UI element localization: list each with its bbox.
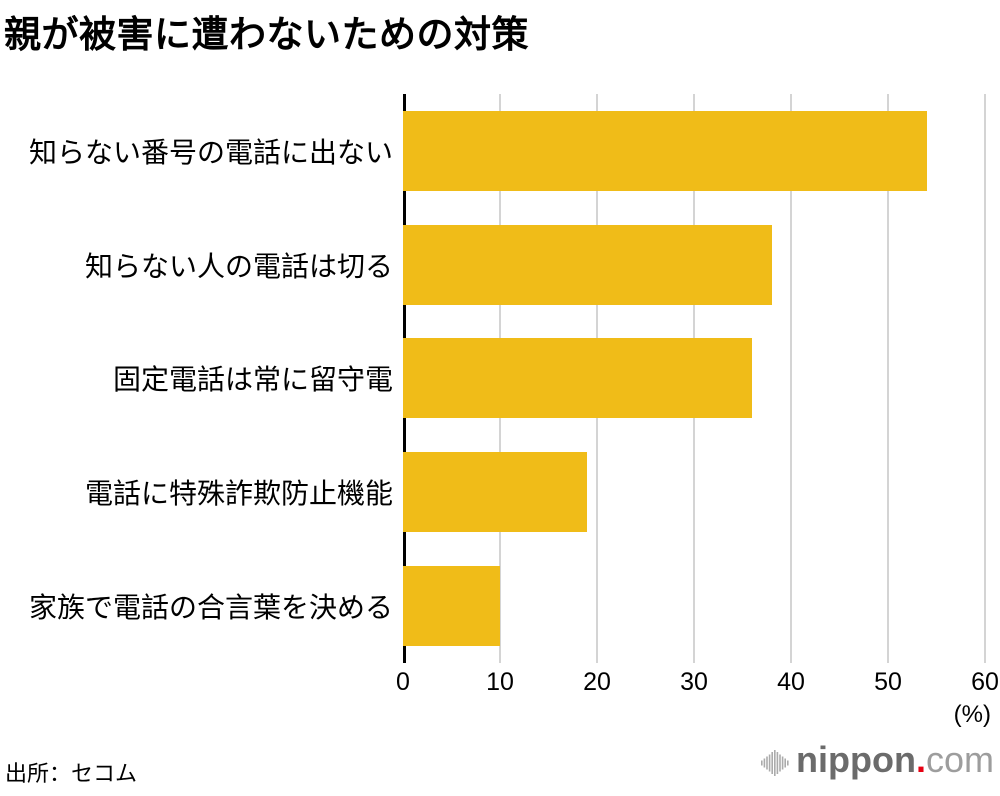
x-gridline <box>984 94 986 663</box>
x-axis-ticks: 0 10 20 30 40 50 60 <box>396 668 999 700</box>
soundwave-icon <box>761 750 789 776</box>
x-gridline <box>790 94 792 663</box>
x-gridline <box>887 94 889 663</box>
bar-track <box>403 94 985 208</box>
category-label: 電話に特殊詐欺防止機能 <box>84 478 393 510</box>
category-label: 知らない番号の電話に出ない <box>28 136 393 168</box>
x-tick-label: 60 <box>971 668 999 696</box>
logo-word-nippon: nippon <box>796 739 916 780</box>
chart-row: 家族で電話の合言葉を決める <box>0 549 985 663</box>
chart-row: 固定電話は常に留守電 <box>0 322 985 436</box>
source-label: 出所：セコム <box>5 761 138 786</box>
bar-track <box>403 208 985 322</box>
chart-rows: 知らない番号の電話に出ない知らない人の電話は切る固定電話は常に留守電電話に特殊詐… <box>0 94 985 663</box>
logo-dot: . <box>915 739 926 780</box>
chart-row: 電話に特殊詐欺防止機能 <box>0 435 985 549</box>
x-tick-label: 20 <box>583 668 611 696</box>
chart-row: 知らない人の電話は切る <box>0 208 985 322</box>
chart-row: 知らない番号の電話に出ない <box>0 94 985 208</box>
category-label: 固定電話は常に留守電 <box>112 364 393 396</box>
category-label: 知らない人の電話は切る <box>84 250 393 282</box>
bar <box>403 224 772 305</box>
x-tick-label: 40 <box>777 668 805 696</box>
logo-word-com: com <box>925 739 994 780</box>
bar <box>403 110 927 191</box>
bar-track <box>403 435 985 549</box>
x-tick-label: 0 <box>396 668 410 696</box>
x-tick-label: 50 <box>874 668 902 696</box>
bar-track <box>403 322 985 436</box>
bar <box>403 338 753 419</box>
x-tick-label: 10 <box>486 668 514 696</box>
bar <box>403 566 500 647</box>
bar <box>403 452 588 533</box>
page-title: 親が被害に遭わないための対策 <box>4 14 529 55</box>
logo-text: nippon.com <box>796 742 994 778</box>
bar-chart: 知らない番号の電話に出ない知らない人の電話は切る固定電話は常に留守電電話に特殊詐… <box>0 94 999 754</box>
bar-track <box>403 549 985 663</box>
category-label: 家族で電話の合言葉を決める <box>28 592 393 624</box>
axis-unit-label: (%) <box>953 701 991 728</box>
nippon-com-logo: nippon.com <box>760 742 994 778</box>
x-tick-label: 30 <box>680 668 708 696</box>
